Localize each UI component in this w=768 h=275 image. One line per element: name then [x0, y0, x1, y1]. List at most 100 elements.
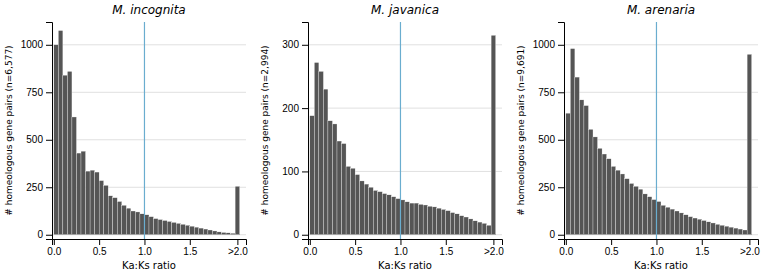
- histogram-bar: [131, 211, 136, 235]
- histogram-bar: [332, 124, 337, 235]
- y-axis: 02505007501000: [533, 23, 565, 241]
- histogram-bar: [720, 225, 725, 234]
- histogram-bar: [90, 170, 95, 235]
- histogram-bar: [104, 185, 109, 234]
- panel: 0.00.51.01.5>2.00100200300M. javanicaKa:…: [260, 3, 504, 271]
- grid-line: [52, 92, 246, 93]
- histogram-bar: [149, 217, 154, 235]
- histogram-bar: [441, 209, 446, 234]
- histogram-bar: [360, 181, 365, 235]
- histogram-bar: [468, 219, 473, 235]
- grid-line: [52, 44, 246, 45]
- grid-line: [564, 44, 758, 45]
- histogram-bar: [666, 207, 671, 235]
- histogram-bar: [319, 71, 324, 234]
- histogram-bar: [226, 233, 231, 235]
- histogram-bar: [222, 232, 227, 234]
- x-tick: >2.0: [228, 239, 248, 257]
- grid: [564, 45, 758, 235]
- x-tick-label: 1.5: [439, 246, 453, 257]
- histogram-bar: [487, 225, 492, 234]
- grid-line: [564, 92, 758, 93]
- x-tick-mark: [144, 239, 145, 245]
- histogram-bar: [217, 232, 222, 235]
- histogram-bar: [99, 181, 104, 235]
- histogram-bar: [67, 71, 72, 234]
- histogram-bar: [419, 204, 424, 234]
- histogram-bar: [181, 224, 186, 234]
- histogram-bar: [437, 208, 442, 235]
- y-tick-label: 0: [293, 229, 299, 240]
- histogram-bar: [378, 192, 383, 235]
- y-tick-mark: [302, 108, 308, 109]
- x-axis-line: [53, 240, 247, 246]
- histogram-bar: [643, 194, 648, 235]
- histogram-bar: [117, 202, 122, 235]
- histogram-bar: [738, 229, 743, 235]
- histogram-bar: [423, 205, 428, 235]
- histogram-bar: [473, 221, 478, 235]
- histogram-bar: [724, 226, 729, 235]
- histogram-bar: [199, 228, 204, 235]
- x-tick-mark: [310, 239, 311, 245]
- y-tick-mark: [46, 92, 52, 93]
- x-tick-mark: [54, 239, 55, 245]
- y-axis-label: # homeologous gene pairs (n=9,691): [516, 45, 526, 215]
- histogram-bar: [566, 113, 571, 235]
- histogram-bar: [167, 221, 172, 234]
- x-tick: 1.0: [138, 239, 152, 257]
- y-tick-mark: [558, 140, 564, 141]
- y-tick-mark: [558, 45, 564, 46]
- histogram-bar: [212, 231, 217, 235]
- x-tick-label: 0.0: [303, 246, 317, 257]
- histogram-bar: [598, 148, 603, 234]
- x-tick-mark: [190, 239, 191, 245]
- histogram-bar: [743, 230, 748, 235]
- chart-canvas: 0.00.51.01.5>2.002505007501000M. incogni…: [0, 0, 768, 275]
- x-axis-line: [565, 240, 759, 246]
- histogram-bar: [337, 141, 342, 235]
- y-tick-label: 0: [549, 229, 555, 240]
- histogram-bar: [108, 196, 113, 235]
- histogram-bar: [405, 202, 410, 235]
- histogram-bar: [584, 106, 589, 235]
- x-axis: 0.00.51.01.5>2.0: [47, 239, 248, 257]
- x-axis-label: Ka:Ks ratio: [122, 260, 176, 271]
- y-tick-mark: [302, 171, 308, 172]
- x-tick: 1.0: [650, 239, 664, 257]
- histogram-bar: [135, 212, 140, 235]
- x-tick-label: 0.0: [47, 246, 61, 257]
- x-tick-label: 1.0: [394, 246, 408, 257]
- y-tick: 0: [37, 229, 52, 240]
- y-tick-mark: [46, 45, 52, 46]
- histogram-bar: [323, 89, 328, 235]
- y-tick: 750: [26, 87, 52, 98]
- histogram-bar: [455, 214, 460, 235]
- x-tick-mark: [566, 239, 567, 245]
- histogram-bar: [373, 190, 378, 234]
- histogram-bar: [459, 216, 464, 235]
- x-tick-mark: [237, 239, 238, 245]
- histogram-bar: [203, 229, 208, 235]
- x-tick: 0.5: [93, 239, 107, 257]
- plot-area: [566, 22, 752, 239]
- grid: [308, 45, 502, 235]
- histogram-bar: [693, 218, 698, 235]
- y-tick: 0: [293, 229, 308, 240]
- x-tick-label: 0.5: [605, 246, 619, 257]
- histogram-bar: [670, 209, 675, 235]
- histogram-bar: [602, 154, 607, 235]
- histogram-bar: [194, 227, 199, 235]
- y-tick-mark: [302, 235, 308, 236]
- histogram-bar: [575, 77, 580, 235]
- histogram-bar: [396, 199, 401, 235]
- x-axis-label: Ka:Ks ratio: [378, 260, 432, 271]
- histogram-bar: [310, 116, 315, 235]
- x-tick: 0.0: [47, 239, 61, 257]
- y-tick-mark: [46, 187, 52, 188]
- histogram-bar: [58, 31, 63, 235]
- y-axis: 02505007501000: [21, 23, 53, 241]
- x-axis: 0.00.51.01.5>2.0: [303, 239, 504, 257]
- y-axis: 0100200300: [282, 23, 308, 241]
- y-tick-mark: [558, 235, 564, 236]
